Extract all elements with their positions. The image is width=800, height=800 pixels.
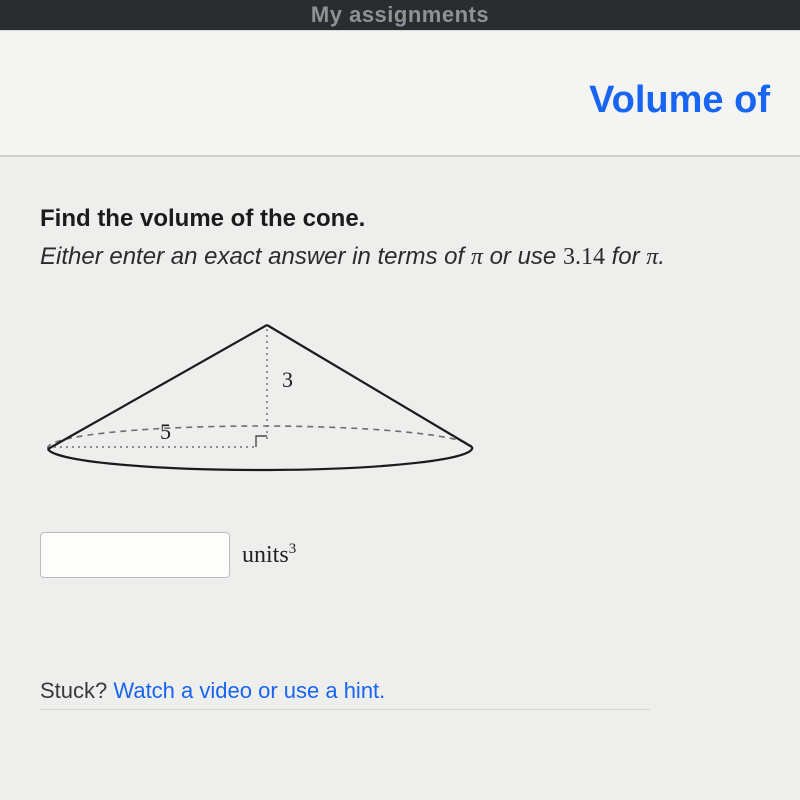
units-base: units — [242, 542, 289, 568]
nav-tab-assignments[interactable]: My assignments — [0, 0, 800, 30]
units-label: units3 — [242, 541, 296, 569]
page-header: Volume of — [0, 30, 800, 155]
prompt-text-prefix: Either enter an exact answer in terms of — [40, 243, 471, 270]
nav-tab-label: My assignments — [311, 2, 489, 27]
prompt-text-for: for — [605, 243, 646, 270]
page-title: Volume of — [589, 79, 770, 122]
radius-label: 5 — [160, 419, 171, 444]
right-angle-marker — [256, 436, 267, 447]
hint-row: Stuck? Watch a video or use a hint. — [40, 678, 760, 704]
cone-slant-left — [48, 325, 267, 449]
pi-symbol-2: π — [646, 244, 658, 270]
prompt-period: . — [658, 243, 665, 270]
answer-row: units3 — [40, 532, 760, 578]
units-exponent: 3 — [289, 541, 297, 557]
prompt-heading: Find the volume of the cone. — [40, 205, 760, 233]
cone-base-front-arc — [48, 447, 472, 470]
problem-content: Find the volume of the cone. Either ente… — [0, 157, 800, 800]
pi-approx-value: 3.14 — [563, 244, 605, 270]
pi-symbol: π — [471, 244, 483, 270]
cone-base-back-arc — [48, 426, 472, 449]
prompt-text-mid: or use — [483, 243, 563, 270]
hint-link[interactable]: Watch a video or use a hint. — [113, 678, 385, 703]
section-divider — [40, 709, 650, 710]
answer-input[interactable] — [40, 532, 230, 578]
height-label: 3 — [282, 367, 293, 392]
prompt-subtext: Either enter an exact answer in terms of… — [40, 243, 760, 271]
cone-figure: 5 3 — [42, 319, 482, 489]
stuck-label: Stuck? — [40, 678, 107, 703]
cone-slant-right — [267, 325, 472, 447]
